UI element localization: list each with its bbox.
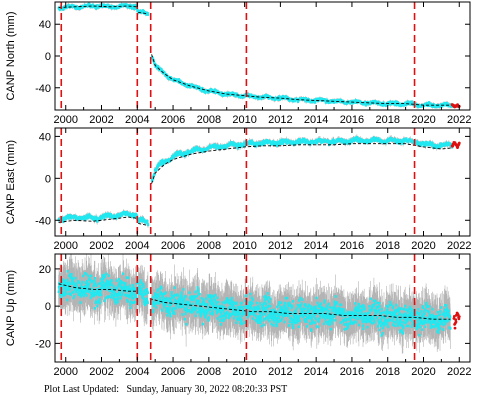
x-tick-label: 2006 <box>161 114 185 126</box>
x-tick-label: 2014 <box>304 114 328 126</box>
y-axis: -20 0 20 <box>35 264 470 350</box>
x-tick-label: 2004 <box>125 240 149 252</box>
x-tick-label: 2002 <box>89 240 113 252</box>
x-tick-label: 2002 <box>89 114 113 126</box>
x-tick-label: 2012 <box>268 240 292 252</box>
x-axis: 2000 2002 2004 2006 2008 2010 2012 2014 2016 2018… <box>53 2 472 126</box>
y-tick-label: -20 <box>35 338 51 350</box>
recent-points <box>450 141 461 150</box>
model-trend-line <box>58 5 453 106</box>
x-tick-label: 2014 <box>304 366 328 378</box>
x-tick-label: 2020 <box>411 366 435 378</box>
y-tick-label: 20 <box>39 264 51 276</box>
plot-updated-footer: Plot Last Updated: Sunday, January 30, 2… <box>44 384 287 395</box>
x-tick-label: 2022 <box>447 240 471 252</box>
y-axis: -40 0 40 <box>35 131 470 227</box>
error-bars <box>58 2 453 109</box>
y-axis-label: CANP East (mm) <box>5 140 17 224</box>
plot-area <box>57 128 461 236</box>
data-points <box>57 2 454 109</box>
x-tick-label: 2004 <box>125 366 149 378</box>
chart-panel-3: 2000 2002 2004 2006 2008 2010 2012 2014 2016 2018… <box>5 253 472 378</box>
x-tick-label: 2006 <box>161 366 185 378</box>
plot-area <box>57 2 461 110</box>
x-tick-label: 2010 <box>232 366 256 378</box>
x-tick-label: 2016 <box>340 240 364 252</box>
plot-area <box>57 254 461 362</box>
model-trend-line <box>58 143 453 226</box>
y-tick-label: -40 <box>35 83 51 95</box>
chart-panel-1: 2000 2002 2004 2006 2008 2010 2012 2014 2016 2018… <box>5 1 472 126</box>
x-tick-label: 2016 <box>340 114 364 126</box>
y-tick-label: 0 <box>45 301 51 313</box>
x-tick-label: 2012 <box>268 114 292 126</box>
footer-label: Plot Last Updated: <box>44 384 119 395</box>
x-tick-label: 2022 <box>447 366 471 378</box>
x-tick-label: 2014 <box>304 240 328 252</box>
y-tick-label: 40 <box>39 19 51 31</box>
x-tick-label: 2008 <box>197 240 221 252</box>
x-tick-label: 2022 <box>447 114 471 126</box>
footer-timestamp: Sunday, January 30, 2022 08:20:33 PST <box>126 384 288 395</box>
x-axis: 2000 2002 2004 2006 2008 2010 2012 2014 2016 2018… <box>53 128 472 252</box>
x-tick-label: 2012 <box>268 366 292 378</box>
y-axis: -40 0 40 <box>35 19 470 95</box>
x-tick-label: 2010 <box>232 240 256 252</box>
x-tick-label: 2008 <box>197 366 221 378</box>
x-tick-label: 2000 <box>53 366 77 378</box>
plot-frame <box>54 1 471 111</box>
x-tick-label: 2000 <box>53 240 77 252</box>
recent-points <box>452 311 461 330</box>
y-tick-label: 0 <box>45 173 51 185</box>
x-tick-label: 2002 <box>89 366 113 378</box>
y-tick-label: -40 <box>35 215 51 227</box>
x-tick-label: 2004 <box>125 114 149 126</box>
chart-panel-2: 2000 2002 2004 2006 2008 2010 2012 2014 2016 2018… <box>5 127 472 252</box>
x-tick-label: 2018 <box>375 114 399 126</box>
model-trend-line <box>58 283 451 320</box>
data-points <box>57 135 454 227</box>
x-axis: 2000 2002 2004 2006 2008 2010 2012 2014 2016 2018… <box>53 254 472 378</box>
x-tick-label: 2000 <box>53 114 77 126</box>
x-tick-label: 2010 <box>232 114 256 126</box>
x-tick-label: 2018 <box>375 366 399 378</box>
y-tick-label: 0 <box>45 51 51 63</box>
y-axis-label: CANP Up (mm) <box>5 270 17 346</box>
x-tick-label: 2020 <box>411 114 435 126</box>
y-tick-label: 40 <box>39 131 51 143</box>
x-tick-label: 2006 <box>161 240 185 252</box>
x-tick-label: 2008 <box>197 114 221 126</box>
y-axis-label: CANP North (mm) <box>5 11 17 100</box>
x-tick-label: 2020 <box>411 240 435 252</box>
x-tick-label: 2016 <box>340 366 364 378</box>
x-tick-label: 2018 <box>375 240 399 252</box>
